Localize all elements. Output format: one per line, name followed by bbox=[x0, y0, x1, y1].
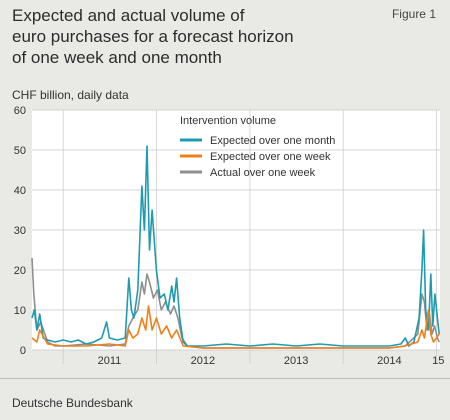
series-line-expected-week bbox=[31, 305, 440, 349]
chart-subtitle: CHF billion, daily data bbox=[12, 88, 129, 102]
chart-title-line-3: of one week and one month bbox=[12, 48, 222, 67]
x-tick-label: 15 bbox=[432, 355, 444, 367]
y-axis-ticks: 0 10 20 30 40 50 60 bbox=[14, 105, 26, 357]
x-tick-label: 2011 bbox=[98, 355, 122, 367]
chart-title-line-2: euro purchases for a forecast horizon bbox=[12, 27, 294, 46]
y-tick-label: 40 bbox=[14, 185, 26, 197]
legend-entry: Expected over one week bbox=[210, 151, 331, 163]
y-tick-label: 20 bbox=[14, 265, 26, 277]
x-tick-label: 2014 bbox=[377, 355, 401, 367]
grid bbox=[32, 109, 440, 364]
y-tick-label: 0 bbox=[20, 345, 26, 357]
series-lines bbox=[31, 145, 440, 349]
legend-entry: Actual over one week bbox=[210, 167, 316, 179]
y-tick-label: 30 bbox=[14, 225, 26, 237]
series-line-expected-month bbox=[31, 145, 440, 347]
legend-entry: Expected over one month bbox=[210, 135, 335, 147]
x-tick-label: 2013 bbox=[284, 355, 308, 367]
legend-title: Intervention volume bbox=[180, 115, 276, 127]
figure-label: Figure 1 bbox=[391, 7, 436, 21]
footer-divider bbox=[0, 378, 450, 379]
source-note: Deutsche Bundesbank bbox=[12, 396, 133, 410]
chart-title-line-1: Expected and actual volume of bbox=[12, 6, 245, 25]
y-tick-label: 50 bbox=[14, 145, 26, 157]
x-axis-ticks: 2011 2012 2013 2014 15 bbox=[98, 355, 445, 367]
x-tick-label: 2012 bbox=[191, 355, 215, 367]
chart-title: Expected and actual volume of euro purch… bbox=[12, 5, 352, 68]
legend: Intervention volume Expected over one mon… bbox=[180, 115, 335, 179]
y-tick-label: 10 bbox=[14, 305, 26, 317]
y-tick-label: 60 bbox=[14, 105, 26, 117]
